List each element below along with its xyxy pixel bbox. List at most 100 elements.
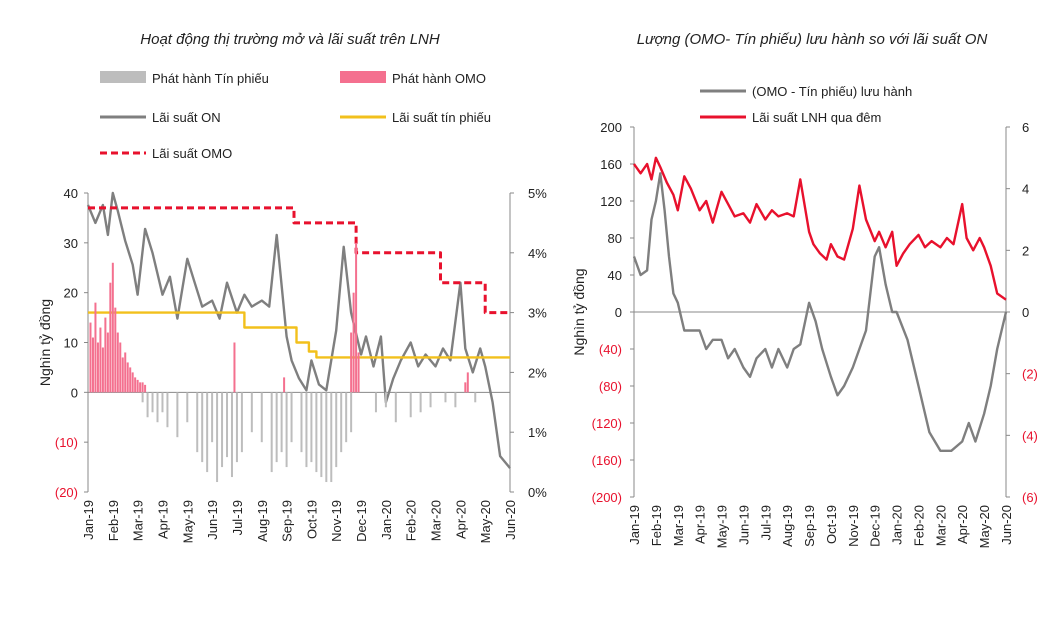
legend-swatch-2 [340,71,386,83]
bar-5 [206,392,209,473]
x-tick-label: Feb-19 [106,500,121,541]
bar-4 [101,347,104,393]
y-axis-label: Nghìn tỷ đồng [37,299,53,386]
bar-5 [280,392,283,453]
series-line-2 [633,156,1007,301]
legend-label-2: Lãi suất LNH qua đêm [752,110,881,125]
bar-5 [300,392,303,453]
x-tick-label: Sep-19 [280,500,295,542]
bar-5 [290,392,293,443]
y2-tick-label: (6) [1022,490,1038,505]
x-tick-label: May-20 [977,505,992,548]
bar-5 [384,392,387,408]
y2-tick-label: 2 [1022,243,1029,258]
series-line-1 [632,172,1008,452]
bar-5 [474,392,477,403]
x-tick-label: Oct-19 [824,505,839,544]
x-tick-label: Aug-19 [255,500,270,542]
y-tick-label: (10) [55,435,78,450]
y-tick-label: 30 [64,236,78,251]
x-tick-label: Jun-19 [736,505,751,545]
y2-tick-label: 5% [528,186,547,201]
series-line-2 [88,206,510,315]
x-tick-label: Jan-20 [890,505,905,545]
y-tick-label: (200) [592,490,622,505]
bar-5 [350,392,353,433]
x-tick-label: May-20 [478,500,493,543]
bar-4 [94,302,97,393]
bar-5 [345,392,348,443]
y2-tick-label: 6 [1022,120,1029,135]
bar-4 [144,384,147,393]
x-tick-label: Oct-19 [304,500,319,539]
legend-label-1: (OMO - Tín phiếu) lưu hành [752,84,912,99]
x-tick-label: May-19 [180,500,195,543]
legend-swatch-1 [100,71,146,83]
bar-5 [285,392,288,468]
legend-label-2: Phát hành OMO [392,71,486,86]
bar-5 [394,392,397,423]
bar-5 [166,392,169,428]
x-tick-label: Feb-20 [911,505,926,546]
bar-4 [466,372,469,393]
bar-5 [151,392,154,413]
bar-4 [99,327,102,393]
bar-4 [355,242,358,393]
bar-5 [211,392,214,443]
x-tick-label: Apr-20 [453,500,468,539]
bar-5 [240,392,243,453]
bar-5 [235,392,238,463]
bar-4 [91,337,94,393]
x-tick-label: Aug-19 [780,505,795,547]
bar-4 [141,382,144,393]
bar-4 [139,382,142,393]
y2-tick-label: 3% [528,306,547,321]
x-tick-label: Jan-20 [379,500,394,540]
bar-4 [134,377,137,393]
y2-tick-label: (4) [1022,428,1038,443]
bar-5 [216,392,219,483]
bar-5 [270,392,273,473]
y-axis-label: Nghìn tỷ đồng [571,268,587,355]
bar-4 [136,379,139,393]
y-tick-label: 10 [64,336,78,351]
bar-4 [111,262,114,393]
bar-4 [104,317,107,393]
y-tick-label: (160) [592,453,622,468]
legend-label-4: Lãi suất tín phiếu [392,110,491,125]
bar-5 [315,392,318,473]
series-line-1 [86,191,511,469]
y-tick-label: (20) [55,485,78,500]
bar-4 [233,342,236,393]
y2-tick-label: 4% [528,246,547,261]
bar-5 [429,392,432,408]
x-tick-label: May-19 [715,505,730,548]
legend-label-5: Lãi suất OMO [152,146,232,161]
y2-tick-label: 2% [528,365,547,380]
bar-5 [325,392,328,483]
y-tick-label: 0 [71,385,78,400]
x-tick-label: Jun-20 [999,505,1014,545]
y2-tick-label: 0 [1022,305,1029,320]
y-tick-label: 0 [615,305,622,320]
bar-4 [106,332,109,393]
bar-5 [201,392,204,463]
bar-4 [352,292,355,393]
bar-5 [226,392,229,458]
chart-title: Hoạt động thị trường mở và lãi suất trên… [140,31,440,48]
x-tick-label: Dec-19 [868,505,883,547]
bar-5 [196,392,199,453]
bar-4 [89,322,92,393]
y-tick-label: 40 [608,268,622,283]
bar-5 [186,392,189,423]
bar-5 [156,392,159,423]
bar-4 [109,282,112,393]
bar-5 [221,392,224,468]
y2-tick-label: (2) [1022,367,1038,382]
y2-tick-label: 4 [1022,182,1029,197]
bar-5 [340,392,343,453]
bar-5 [161,392,164,413]
bar-4 [121,357,124,393]
bar-5 [275,392,278,463]
